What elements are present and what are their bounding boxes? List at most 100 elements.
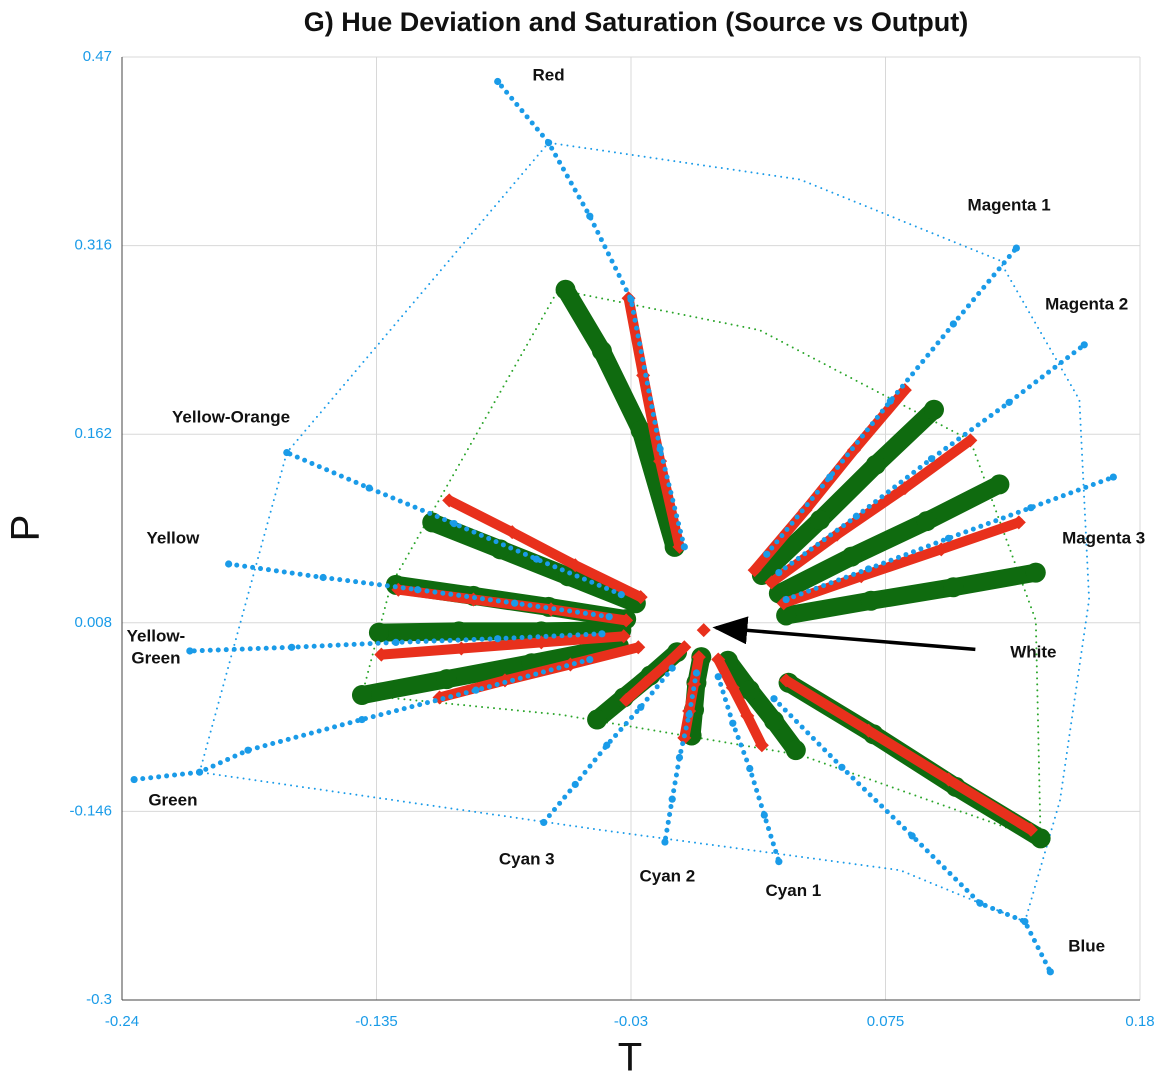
annotation: Green [148, 791, 197, 810]
x-tick-label: -0.24 [105, 1013, 139, 1030]
ray-line [541, 665, 675, 825]
source-point [775, 858, 783, 866]
source-point [864, 565, 873, 573]
source-point [763, 550, 771, 558]
source-point [414, 586, 422, 594]
outline [198, 141, 1091, 923]
y-tick-label: -0.146 [69, 802, 112, 819]
diamond-point [672, 539, 687, 554]
y-tick-label: 0.316 [74, 237, 112, 254]
source-point [637, 703, 645, 711]
source-point [685, 711, 693, 719]
output-point [351, 685, 372, 706]
source-point [627, 295, 635, 304]
ray-line [353, 637, 628, 705]
y-tick-label: 0.008 [74, 614, 112, 631]
output-point [776, 605, 797, 626]
series-circle [776, 562, 1046, 626]
diamond-point [798, 503, 813, 518]
source-point [319, 573, 327, 582]
source-point [450, 520, 458, 528]
output-point [587, 709, 608, 730]
diamond-point [711, 652, 726, 667]
source-point [586, 655, 594, 664]
series-dotted-line [361, 288, 1042, 841]
series-circle [555, 279, 685, 557]
series-diamond [776, 515, 1026, 611]
diamond-point [653, 454, 668, 469]
ray-line [444, 495, 646, 603]
source-point [544, 139, 553, 147]
output-point [989, 474, 1010, 495]
source-point [603, 741, 611, 749]
output-point [1025, 562, 1046, 583]
ray-line [766, 435, 976, 588]
ray-line [621, 642, 690, 705]
output-point [764, 710, 785, 731]
source-point [976, 899, 984, 907]
output-point [368, 622, 389, 643]
series-diamond [442, 493, 648, 605]
series-circle [751, 399, 944, 586]
source-point [617, 591, 625, 599]
series-diamond [696, 623, 711, 638]
diamond-point [861, 723, 876, 738]
x-tick-label: -0.03 [614, 1013, 648, 1030]
source-point [472, 686, 480, 694]
source-point [656, 445, 664, 453]
diamond-point [454, 641, 469, 656]
source-point [586, 212, 594, 220]
diamond-point [779, 673, 794, 688]
source-point [1005, 398, 1013, 406]
ray-line [752, 400, 943, 584]
source-point [1027, 504, 1035, 512]
diamond-point [616, 629, 631, 644]
annotation: Blue [1068, 937, 1105, 956]
source-point [826, 473, 834, 481]
diamond-point [374, 647, 389, 662]
source-point [927, 455, 936, 463]
x-tick-label: -0.135 [355, 1013, 398, 1030]
y-tick-label: 0.47 [83, 48, 112, 65]
source-point [908, 832, 916, 840]
series-diamond [764, 433, 978, 590]
source-point [838, 763, 846, 771]
diamond-point [619, 692, 634, 707]
y-axis-title: P [4, 515, 48, 542]
series-dot [225, 560, 613, 621]
output-point [943, 577, 964, 598]
diamond-point [677, 640, 692, 655]
source-point [532, 555, 541, 563]
source-point [186, 647, 194, 655]
annotation: Cyan 2 [639, 867, 695, 886]
source-point [494, 635, 502, 643]
ray-line [764, 245, 1019, 557]
output-point [448, 621, 469, 642]
source-point [746, 764, 754, 773]
annotation: Magenta 3 [1062, 529, 1145, 548]
source-point [852, 512, 861, 520]
output-point [436, 669, 457, 690]
source-point [244, 746, 252, 754]
diamond-point [963, 433, 978, 448]
source-point [770, 695, 778, 703]
series-dot [130, 655, 594, 784]
ray-line [781, 675, 1036, 835]
source-point [1109, 473, 1117, 481]
diamond-point [619, 613, 634, 628]
source-point [571, 780, 579, 789]
annotation: Cyan 1 [766, 882, 822, 901]
outline [361, 288, 1042, 841]
source-point [1046, 968, 1054, 976]
annotation: Magenta 2 [1045, 295, 1128, 314]
series-dot [540, 664, 676, 827]
diamond-point [505, 525, 520, 540]
series-diamond [374, 629, 631, 662]
series-dot [283, 448, 625, 599]
diamond-point [764, 575, 779, 590]
source-point [358, 715, 366, 724]
source-point [675, 753, 684, 762]
ray-line [769, 475, 1009, 603]
ray-line [771, 696, 1053, 975]
annotation: Cyan 3 [499, 850, 555, 869]
